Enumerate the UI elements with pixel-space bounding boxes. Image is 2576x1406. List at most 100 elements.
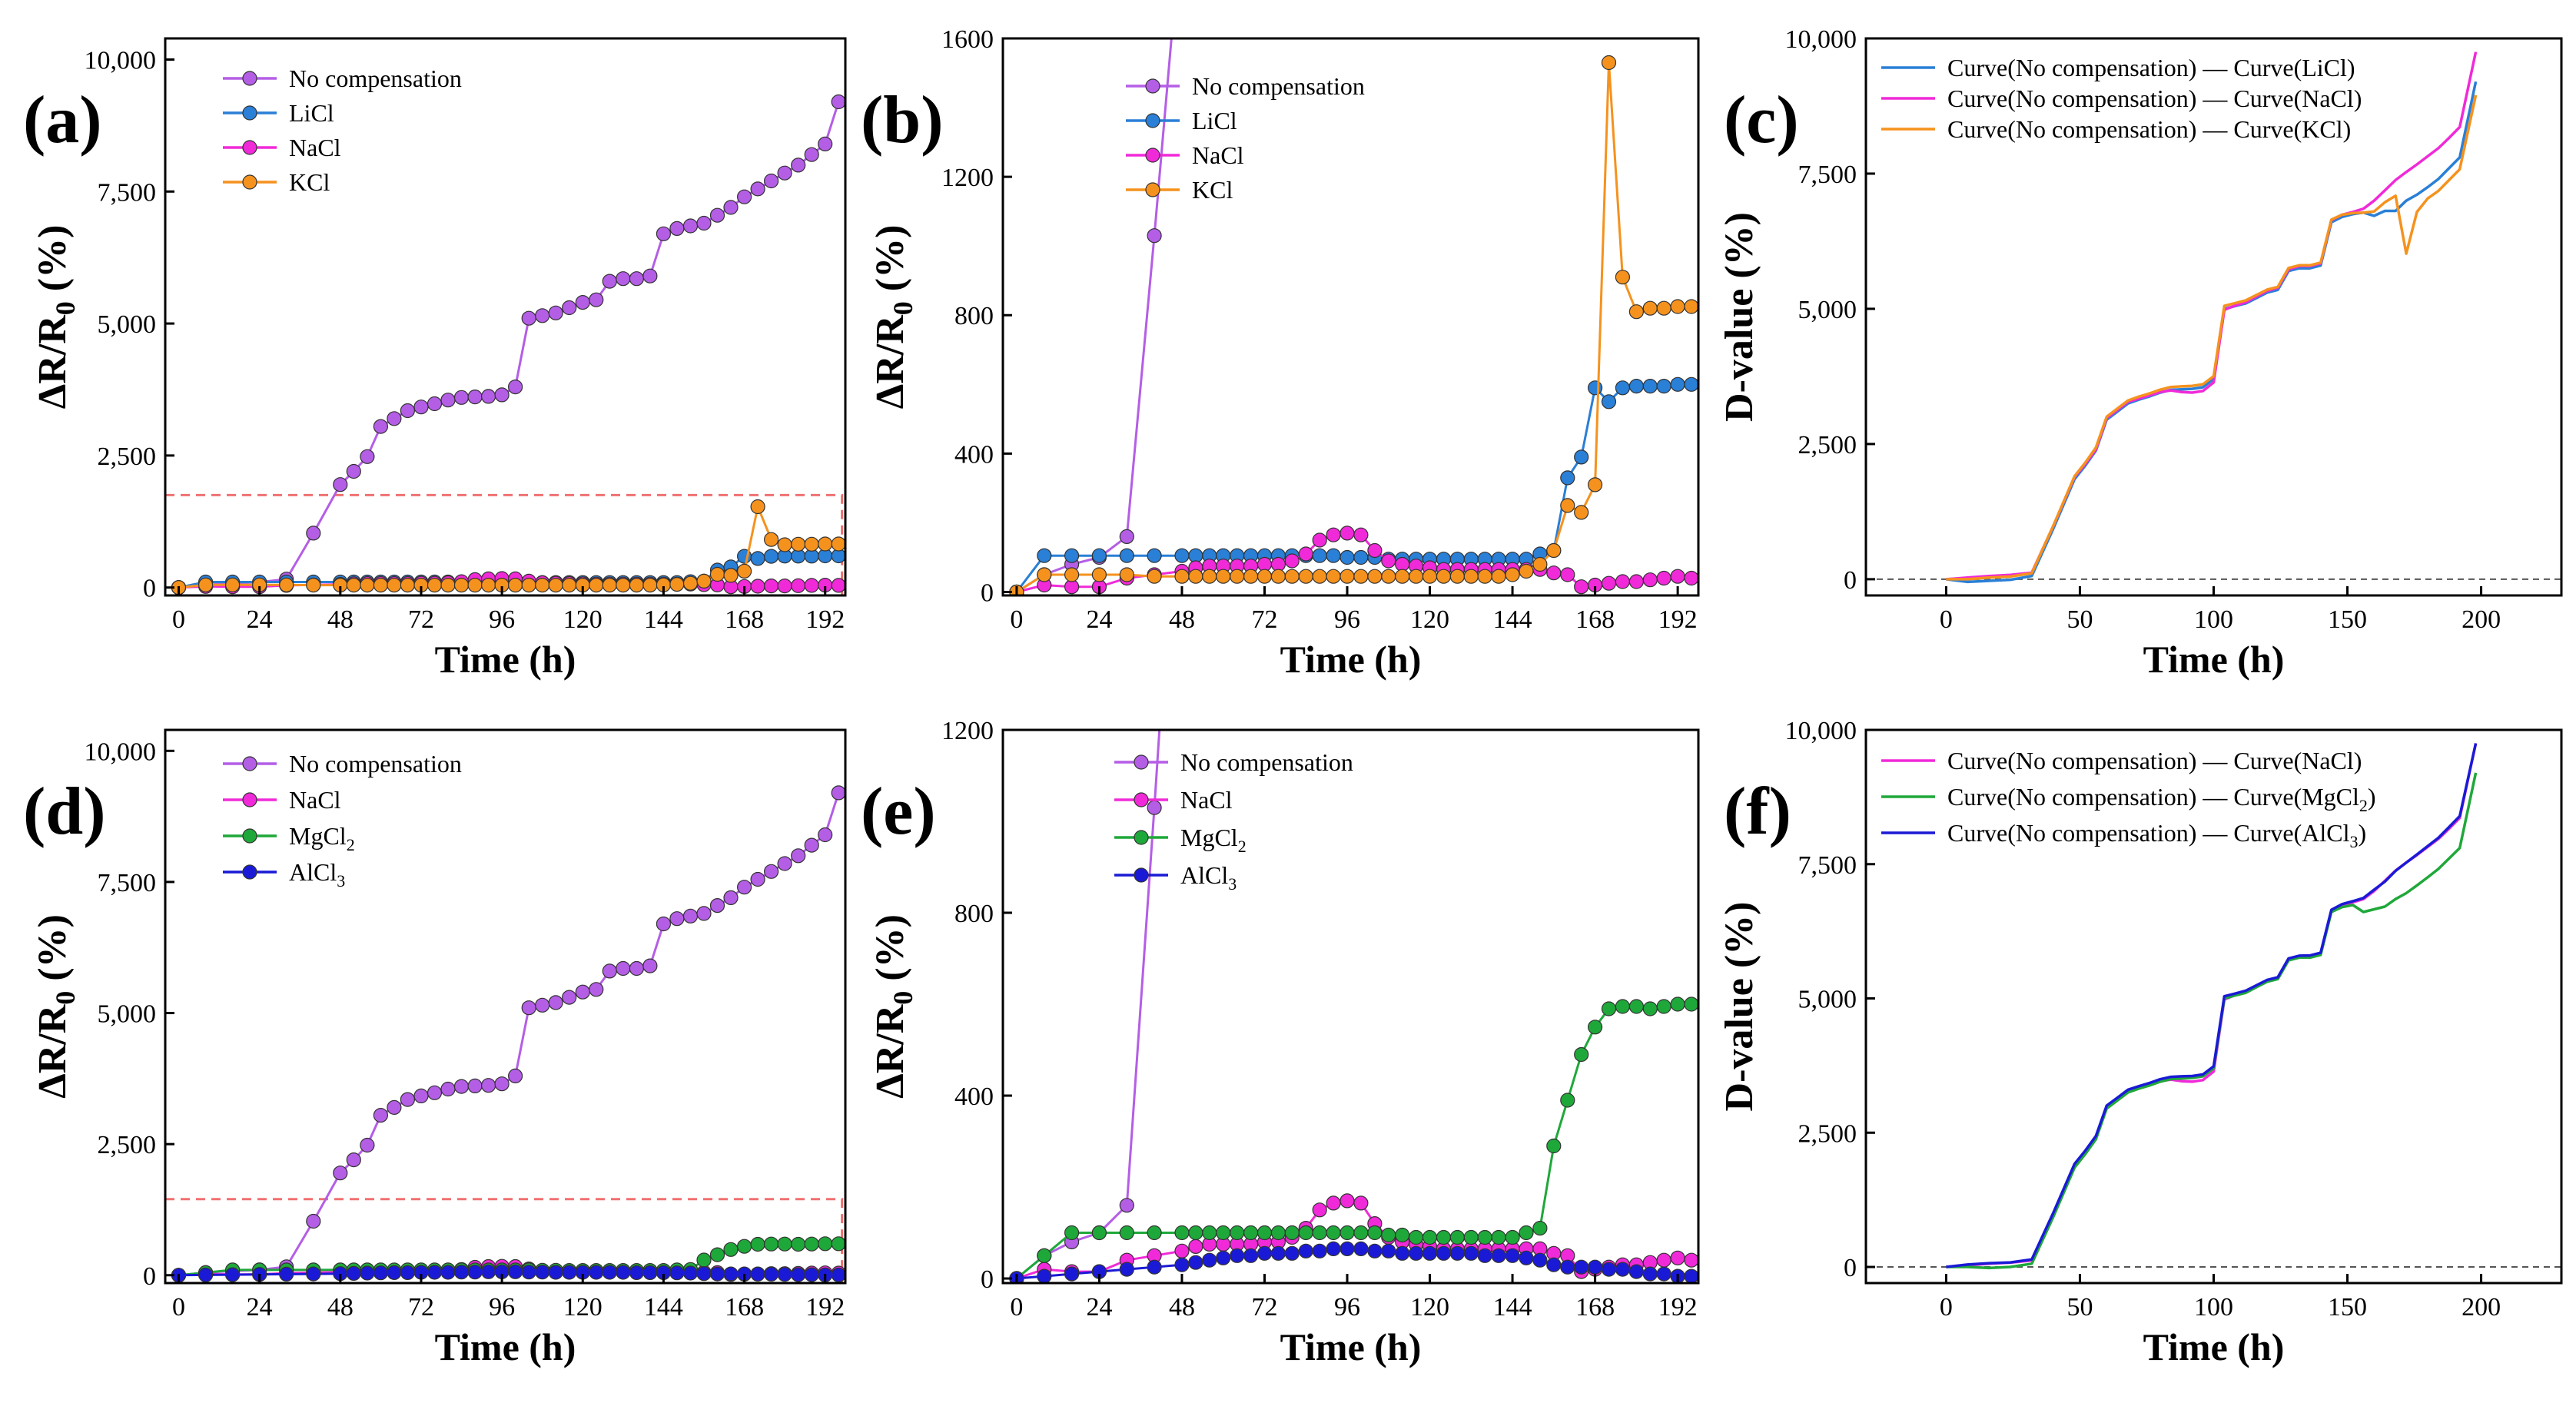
series-d_licl xyxy=(1946,81,2478,584)
data-point xyxy=(669,221,685,236)
data-point xyxy=(763,864,779,879)
data-point xyxy=(1491,1229,1506,1245)
data-point xyxy=(507,577,523,593)
data-point xyxy=(360,449,375,464)
data-point xyxy=(1628,379,1644,394)
data-point xyxy=(696,215,712,231)
series-nocomp xyxy=(171,94,845,595)
data-point xyxy=(1256,1225,1273,1241)
y-label-main: ΔR/R xyxy=(868,1003,912,1099)
x-tick-label: 200 xyxy=(2461,605,2501,634)
data-point xyxy=(1298,569,1313,584)
data-point xyxy=(440,577,456,593)
data-point xyxy=(642,958,658,973)
y-label-tail: (%) xyxy=(868,914,912,991)
data-point xyxy=(1270,569,1286,584)
x-tick-label: 50 xyxy=(2066,605,2093,634)
data-point xyxy=(589,292,604,307)
data-point xyxy=(1326,569,1341,584)
legend-item-nacl: NaCl xyxy=(1126,141,1244,169)
data-point xyxy=(750,579,765,594)
x-tick-label: 120 xyxy=(1410,1293,1449,1321)
data-point xyxy=(777,856,792,871)
data-point xyxy=(1312,548,1327,563)
data-point xyxy=(279,1266,294,1282)
data-point xyxy=(562,990,577,1005)
data-point xyxy=(1339,526,1355,541)
data-point xyxy=(1395,1227,1410,1243)
data-point xyxy=(1408,569,1424,584)
data-point xyxy=(1684,299,1698,314)
data-point xyxy=(750,1266,765,1282)
x-tick-label: 48 xyxy=(1169,605,1195,634)
data-point xyxy=(1174,569,1190,584)
data-point xyxy=(440,393,456,408)
y-tick-label: 400 xyxy=(954,440,994,469)
data-point xyxy=(831,1236,845,1252)
data-point xyxy=(1642,1001,1658,1016)
data-point xyxy=(453,577,470,593)
plot-area xyxy=(1009,38,1698,595)
data-point xyxy=(521,577,536,593)
legend-swatch-marker xyxy=(1145,113,1160,128)
data-point xyxy=(669,576,685,592)
data-point xyxy=(1367,542,1383,559)
y-label-main: ΔR/R xyxy=(31,1003,75,1099)
legend-swatch-marker xyxy=(242,792,257,807)
data-point xyxy=(535,1265,550,1280)
legend-swatch-marker xyxy=(242,864,257,880)
legend-swatch-marker xyxy=(242,174,257,190)
data-point xyxy=(1256,1245,1273,1261)
legend-item-alcl3: AlCl3 xyxy=(223,858,345,890)
series-line-kcl xyxy=(1016,61,1691,593)
x-tick-label: 144 xyxy=(1493,605,1532,634)
y-tick-label: 2,500 xyxy=(1798,1119,1857,1148)
series-line-nocomp xyxy=(178,101,840,589)
data-point xyxy=(1463,1245,1479,1261)
data-point xyxy=(831,578,845,593)
plot-area xyxy=(171,94,845,595)
data-point xyxy=(616,271,631,287)
legend-swatch-marker xyxy=(1134,792,1149,807)
data-point xyxy=(723,568,739,583)
x-tick-label: 72 xyxy=(408,605,434,634)
data-point xyxy=(763,578,779,594)
data-point xyxy=(831,536,845,552)
series-line-d_licl xyxy=(1946,81,2478,584)
y-tick-label: 10,000 xyxy=(1785,25,1857,54)
data-point xyxy=(1628,574,1644,589)
data-point xyxy=(1642,300,1658,316)
data-point xyxy=(1395,1245,1410,1261)
y-tick-label: 10,000 xyxy=(85,46,157,75)
data-point xyxy=(467,577,483,593)
data-point xyxy=(642,1265,658,1281)
data-point xyxy=(535,997,550,1013)
series-nocomp xyxy=(171,785,845,1283)
legend-item-nacl: NaCl xyxy=(223,134,341,161)
data-point xyxy=(1532,1252,1548,1268)
x-tick-label: 168 xyxy=(725,605,764,634)
y-tick-label: 2,500 xyxy=(98,443,157,471)
legend-label: Curve(No compensation) — Curve(LiCl) xyxy=(1947,54,2355,81)
data-point xyxy=(1119,1225,1134,1241)
data-point xyxy=(818,827,833,843)
y-tick-label: 7,500 xyxy=(98,178,157,207)
legend-swatch-marker xyxy=(1134,754,1149,770)
data-point xyxy=(1339,1193,1355,1209)
data-point xyxy=(1119,1198,1134,1213)
data-point xyxy=(1243,1248,1259,1263)
data-point xyxy=(1546,542,1562,559)
x-tick-label: 72 xyxy=(1251,605,1277,634)
legend-text: AlCl xyxy=(1180,861,1228,889)
data-point xyxy=(387,1099,402,1116)
x-tick-label: 24 xyxy=(247,1293,273,1321)
data-point xyxy=(602,274,617,289)
data-point xyxy=(1298,1243,1313,1258)
series-line-nocomp xyxy=(178,792,840,1277)
data-point xyxy=(306,1266,321,1282)
y-tick-label: 5,000 xyxy=(1798,986,1857,1014)
legend-swatch-marker xyxy=(242,756,257,771)
data-point xyxy=(548,577,563,593)
y-tick-label: 7,500 xyxy=(98,869,157,897)
data-point xyxy=(1642,379,1658,394)
